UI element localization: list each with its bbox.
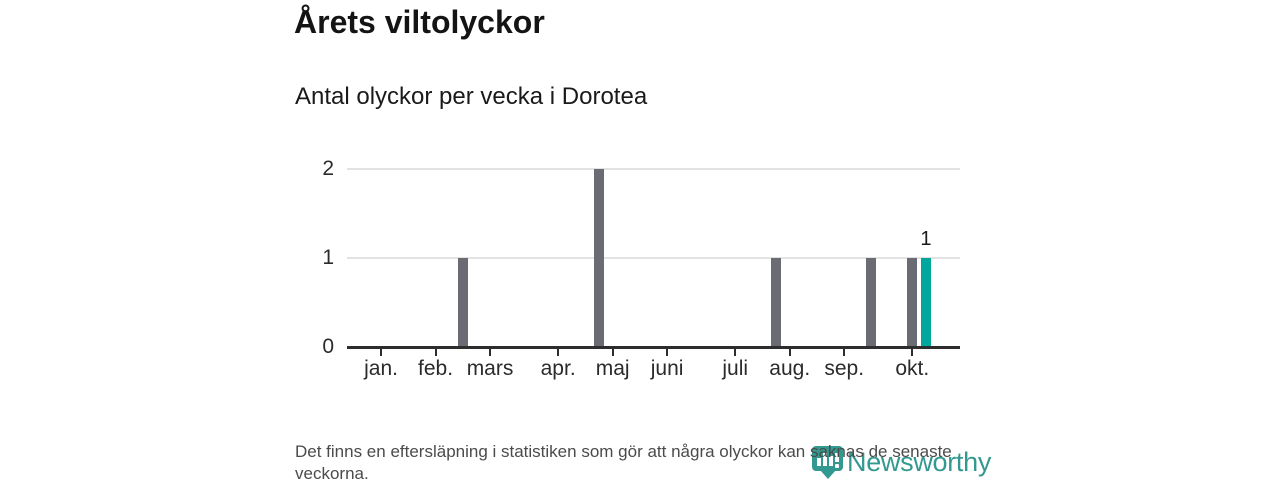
x-axis-tick — [843, 349, 846, 356]
x-axis-label: okt. — [895, 357, 930, 380]
x-axis-label: jan. — [364, 357, 398, 380]
bar-week-39 — [866, 258, 877, 347]
logo-bar-tall — [823, 453, 827, 466]
x-axis-line — [347, 346, 960, 349]
bar-week-19 — [594, 169, 604, 347]
logo-exclamation-dot — [835, 464, 839, 468]
x-axis-label: juni — [650, 357, 684, 380]
y-axis-label: 1 — [322, 246, 334, 269]
x-axis-tick — [434, 349, 437, 356]
x-axis-tick — [557, 349, 560, 356]
chart-title: Årets viltolyckor — [294, 4, 545, 40]
x-axis-label: apr. — [540, 357, 576, 380]
bar-week-9 — [457, 258, 468, 347]
x-axis-tick — [788, 349, 791, 356]
bar-week-42 — [907, 258, 918, 347]
x-axis-tick — [380, 349, 383, 356]
x-axis-tick — [734, 349, 737, 356]
gridline-y2 — [347, 168, 960, 170]
newsworthy-pin-chart-icon — [812, 445, 844, 480]
newsworthy-logo-text: Newsworthy — [847, 447, 992, 477]
logo-bar-small — [817, 458, 821, 466]
y-axis-label: 2 — [322, 157, 334, 180]
bar-week-32 — [771, 258, 782, 347]
footnote: Det finns en eftersläpning i statistiken… — [295, 442, 952, 480]
x-axis-label: mars — [466, 357, 514, 380]
x-axis-tick — [611, 349, 614, 356]
bar-value-label: 1 — [920, 228, 932, 250]
chart-subtitle: Antal olyckor per vecka i Dorotea — [295, 83, 648, 110]
logo-pin-tail — [820, 470, 836, 479]
x-axis-tick — [489, 349, 492, 356]
x-axis-label: sep. — [824, 357, 865, 380]
bar-current-week — [920, 258, 931, 347]
y-axis-label: 0 — [322, 335, 334, 358]
newsworthy-logo: Newsworthy — [812, 445, 991, 480]
logo-exclamation-bar — [835, 453, 839, 462]
x-axis-label: maj — [595, 357, 630, 380]
x-axis-label: feb. — [418, 357, 454, 380]
x-axis-label: aug. — [769, 357, 811, 380]
x-axis-tick — [911, 349, 914, 356]
x-axis-label: juli — [722, 357, 749, 380]
x-axis-tick — [666, 349, 669, 356]
logo-bar-medium — [829, 456, 833, 466]
gridline-y1 — [347, 257, 960, 259]
